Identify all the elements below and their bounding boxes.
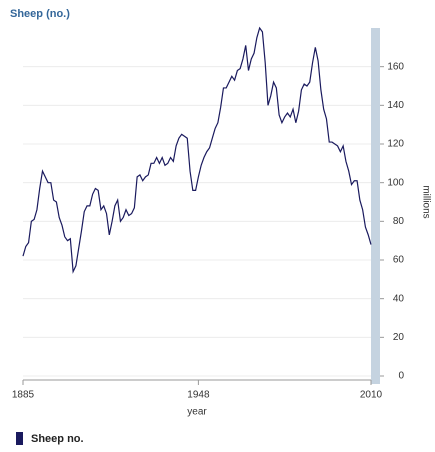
y-axis-label: millions	[420, 185, 431, 218]
y-tick-label: 120	[387, 139, 404, 150]
y-tick-label: 20	[393, 332, 405, 343]
x-tick-label: 2010	[360, 390, 383, 401]
axis-bar	[371, 28, 380, 384]
x-tick-label: 1885	[12, 390, 35, 401]
chart-title: Sheep (no.)	[10, 8, 70, 20]
y-tick-label: 140	[387, 100, 404, 111]
y-tick-label: 100	[387, 177, 404, 188]
y-tick-label: 80	[393, 216, 405, 227]
x-axis-label: year	[187, 407, 207, 418]
y-tick-label: 60	[393, 255, 405, 266]
y-tick-label: 40	[393, 293, 405, 304]
y-tick-label: 0	[398, 371, 404, 382]
x-tick-label: 1948	[187, 390, 210, 401]
y-tick-label: 160	[387, 61, 404, 72]
legend-swatch	[16, 432, 23, 445]
legend-label: Sheep no.	[31, 433, 84, 445]
data-line	[22, 26, 372, 274]
